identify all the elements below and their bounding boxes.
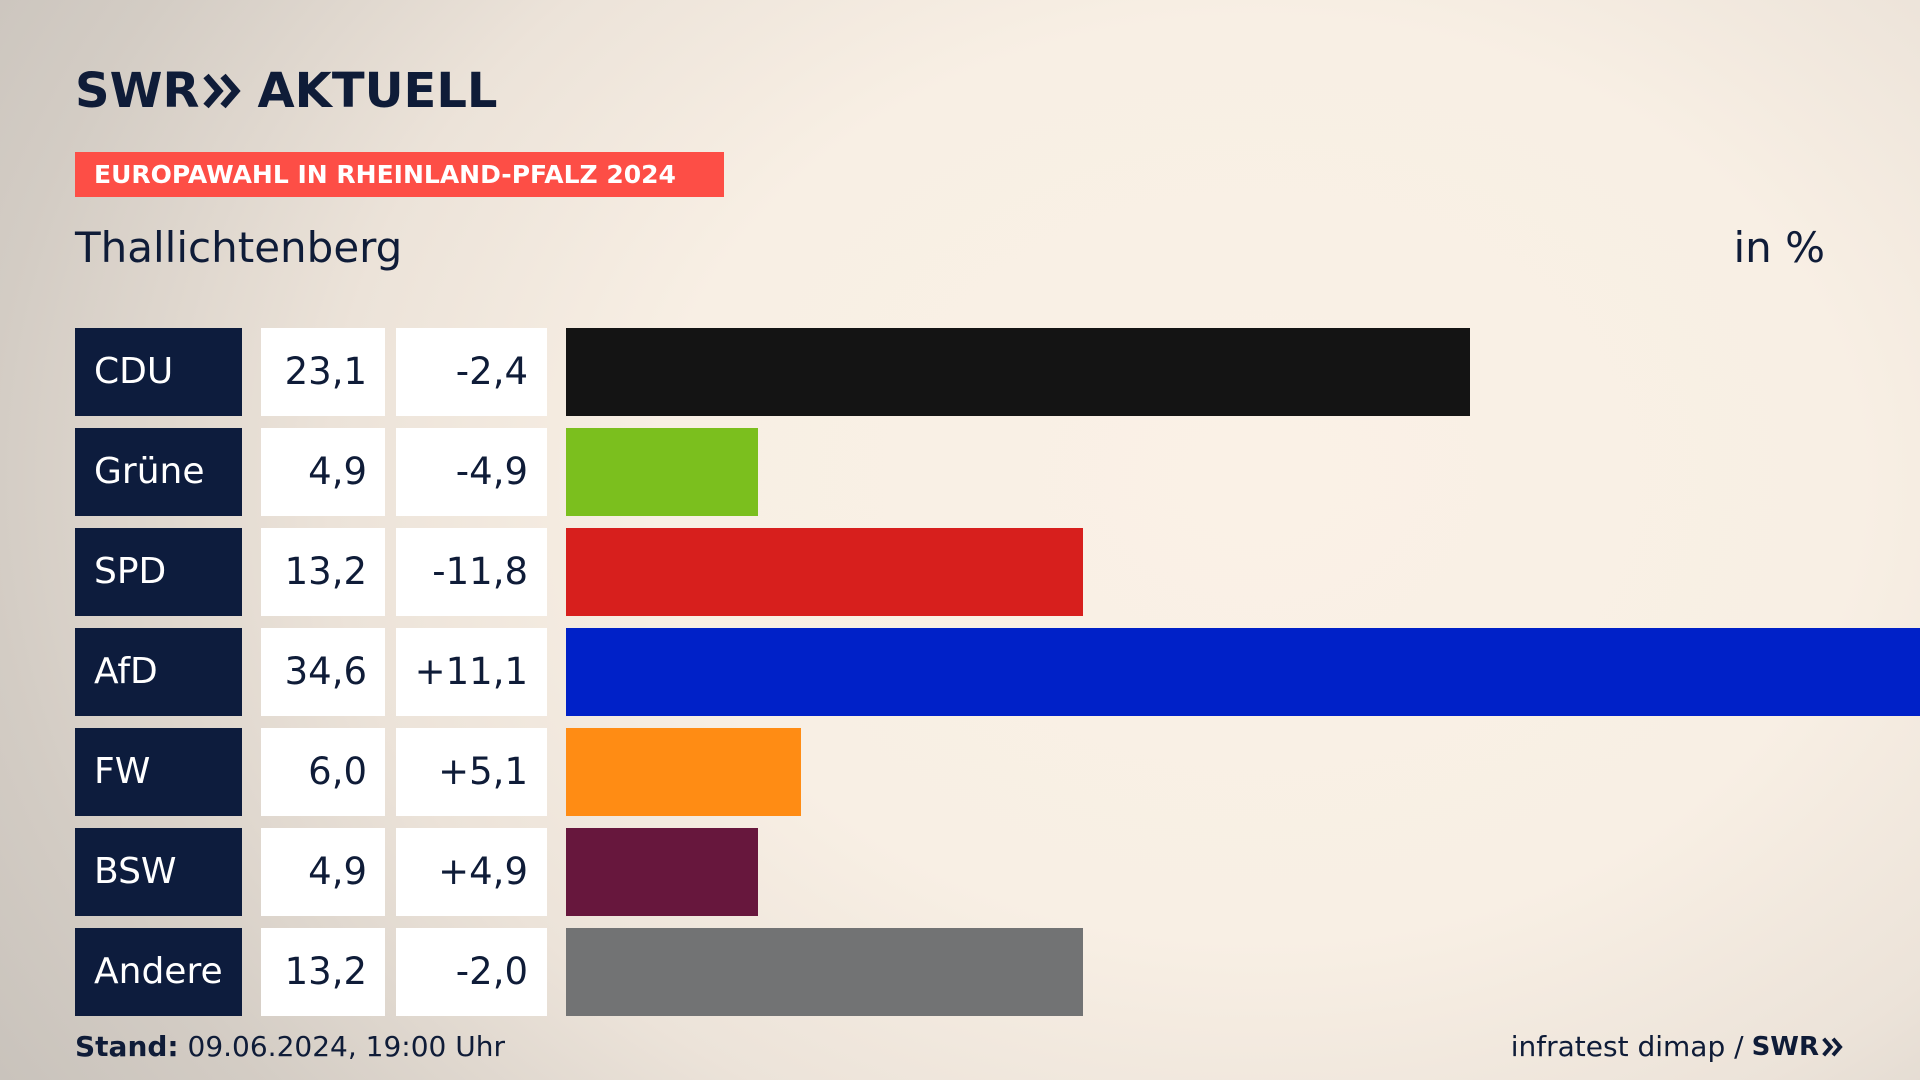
party-label: SPD <box>75 528 242 616</box>
result-bar <box>566 828 758 916</box>
party-label: Grüne <box>75 428 242 516</box>
vote-share-label: 6,0 <box>261 728 385 816</box>
change-label: +5,1 <box>396 728 547 816</box>
party-label: AfD <box>75 628 242 716</box>
chart-title: Thallichtenberg <box>75 223 403 272</box>
unit-label: in % <box>1733 223 1825 272</box>
change-label: -2,4 <box>396 328 547 416</box>
swr-aktuell-logo: SWR AKTUELL <box>75 66 498 116</box>
result-bar <box>566 628 1920 716</box>
stand-value: 09.06.2024, 19:00 Uhr <box>178 1030 505 1063</box>
party-label: Andere <box>75 928 242 1016</box>
change-label: -4,9 <box>396 428 547 516</box>
source-text: infratest dimap / <box>1510 1030 1744 1063</box>
result-row: CDU 23,1 -2,4 <box>75 328 1845 416</box>
small-logo-text: SWR <box>1751 1032 1819 1062</box>
result-row: FW 6,0 +5,1 <box>75 728 1845 816</box>
result-bar <box>566 728 801 816</box>
result-bar <box>566 328 1470 416</box>
change-label: -11,8 <box>396 528 547 616</box>
result-row: BSW 4,9 +4,9 <box>75 828 1845 916</box>
source-credit: infratest dimap / SWR <box>1511 1030 1844 1064</box>
change-label: +11,1 <box>396 628 547 716</box>
result-row: SPD 13,2 -11,8 <box>75 528 1845 616</box>
vote-share-label: 13,2 <box>261 528 385 616</box>
party-label: BSW <box>75 828 242 916</box>
result-row: AfD 34,6 +11,1 <box>75 628 1920 716</box>
vote-share-label: 13,2 <box>261 928 385 1016</box>
stand-label: Stand: <box>75 1030 179 1063</box>
result-bar <box>566 428 758 516</box>
result-bar <box>566 928 1083 1016</box>
logo-brand: SWR <box>75 63 200 119</box>
logo-product: AKTUELL <box>257 63 498 119</box>
vote-share-label: 4,9 <box>261 828 385 916</box>
result-bar <box>566 528 1083 616</box>
party-label: CDU <box>75 328 242 416</box>
vote-share-label: 23,1 <box>261 328 385 416</box>
result-row: Grüne 4,9 -4,9 <box>75 428 1845 516</box>
swr-small-logo: SWR <box>1752 1030 1844 1064</box>
result-row: Andere 13,2 -2,0 <box>75 928 1845 1016</box>
election-banner: EUROPAWAHL IN RHEINLAND-PFALZ 2024 <box>75 152 724 197</box>
change-label: +4,9 <box>396 828 547 916</box>
timestamp: Stand: 09.06.2024, 19:00 Uhr <box>75 1030 505 1064</box>
vote-share-label: 34,6 <box>261 628 385 716</box>
vote-share-label: 4,9 <box>261 428 385 516</box>
double-chevron-icon <box>1822 1037 1843 1057</box>
party-label: FW <box>75 728 242 816</box>
change-label: -2,0 <box>396 928 547 1016</box>
double-chevron-icon <box>203 73 242 109</box>
